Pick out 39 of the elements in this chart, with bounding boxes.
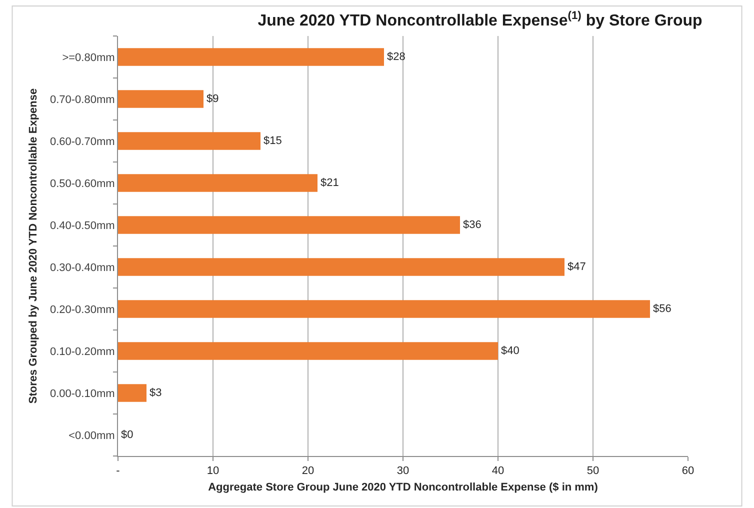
y-tick-label: 0.00-0.10mm [50, 388, 115, 400]
x-tick-label: - [116, 465, 120, 478]
x-tick-label: 30 [396, 465, 410, 478]
y-tick-label: 0.20-0.30mm [50, 304, 115, 316]
chart-title: June 2020 YTD Noncontrollable Expense$^{(1)}$ by Store Group [258, 10, 703, 30]
y-tick-label: >=0.80mm [62, 52, 115, 64]
bar [118, 300, 650, 318]
y-tick-label: 0.60-0.70mm [50, 136, 115, 148]
data-label: $47 [568, 261, 586, 273]
y-tick-label: 0.10-0.20mm [50, 346, 115, 358]
bar [118, 216, 460, 234]
bar [118, 384, 146, 402]
x-axis-title: Aggregate Store Group June 2020 YTD Noncontrollable Expense ($ in mm) [208, 481, 598, 494]
data-label: $21 [320, 177, 339, 189]
data-label: $40 [501, 345, 520, 357]
y-tick-label: 0.30-0.40mm [50, 262, 115, 274]
data-label: $36 [463, 219, 482, 231]
x-tick-label: 60 [682, 465, 694, 478]
data-label: $28 [387, 51, 406, 63]
bar [118, 258, 564, 276]
y-tick-label: 0.50-0.60mm [50, 178, 115, 190]
bar [118, 342, 498, 360]
data-label: $3 [150, 387, 162, 399]
data-label: $56 [653, 303, 672, 315]
y-tick-label: 0.40-0.50mm [50, 220, 115, 232]
data-label: $15 [264, 135, 282, 147]
bar [118, 48, 384, 66]
x-tick-label: 50 [586, 465, 600, 478]
data-label: $9 [206, 93, 219, 105]
bar [118, 132, 260, 150]
y-tick-label: 0.70-0.80mm [50, 94, 115, 106]
x-tick-label: 10 [206, 465, 220, 478]
x-tick-label: 20 [302, 465, 314, 478]
x-tick-label: 40 [492, 465, 504, 478]
data-label: $0 [121, 429, 134, 441]
y-axis-title: Stores Grouped by June 2020 YTD Noncontrollable Expense [28, 88, 40, 404]
bar [118, 174, 318, 192]
bar [118, 90, 204, 108]
y-tick-label: <0.00mm [68, 430, 115, 442]
